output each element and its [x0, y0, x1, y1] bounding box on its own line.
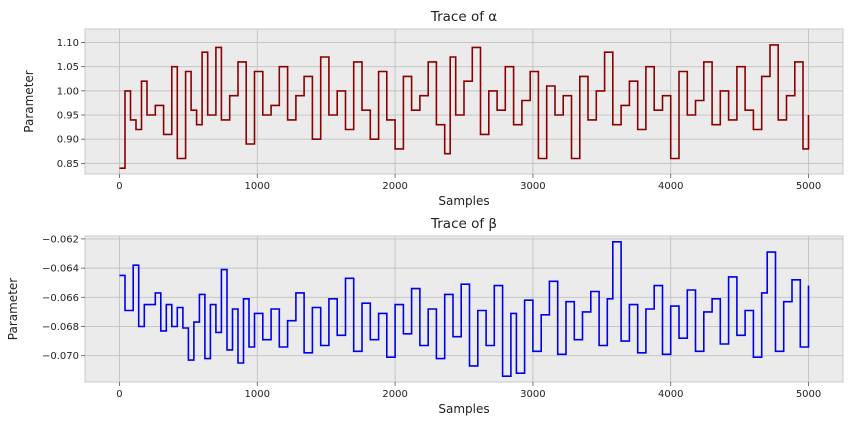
y-tick-label: −0.070	[42, 351, 79, 362]
x-tick-label: 4000	[658, 181, 683, 192]
trace-line	[119, 44, 810, 169]
x-tick-label: 1000	[245, 181, 270, 192]
y-axis-label: Parameter	[6, 278, 20, 340]
y-tick-label: 1.10	[57, 38, 79, 49]
y-tick-label: 0.90	[57, 135, 79, 146]
y-tick-label: 1.05	[57, 62, 79, 73]
x-tick-label: 0	[116, 181, 122, 192]
x-tick-label: 3000	[520, 181, 545, 192]
x-tick-label: 4000	[658, 389, 683, 400]
alpha-trace-panel: 0 1000 2000 3000 4000 5000 0.85 0.90 0.95 1.00 1.0…	[22, 9, 844, 208]
x-tick-label: 5000	[796, 389, 821, 400]
y-tick-label: −0.066	[42, 293, 79, 304]
x-tick-label: 5000	[796, 181, 821, 192]
chart-title: Trace of α	[430, 9, 497, 25]
beta-trace-panel: 0 1000 2000 3000 4000 5000 −0.070 −0.068 −0.066 −…	[6, 216, 844, 416]
y-axis-label: Parameter	[22, 70, 36, 132]
x-tick-label: 0	[116, 389, 122, 400]
x-axis-label: Samples	[438, 194, 489, 208]
chart-title: Trace of β	[430, 216, 497, 232]
x-axis-label: Samples	[438, 402, 489, 416]
plot-background	[84, 235, 844, 383]
y-tick-label: −0.062	[42, 234, 79, 245]
trace-line	[119, 241, 810, 377]
y-tick-label: −0.064	[42, 264, 79, 275]
y-tick-label: 0.95	[57, 111, 79, 122]
x-tick-label: 1000	[245, 389, 270, 400]
x-tick-label: 2000	[382, 181, 407, 192]
y-tick-label: 1.00	[57, 86, 79, 97]
y-tick-label: −0.068	[42, 322, 79, 333]
x-tick-label: 2000	[382, 389, 407, 400]
x-tick-label: 3000	[520, 389, 545, 400]
y-tick-label: 0.85	[57, 159, 79, 170]
